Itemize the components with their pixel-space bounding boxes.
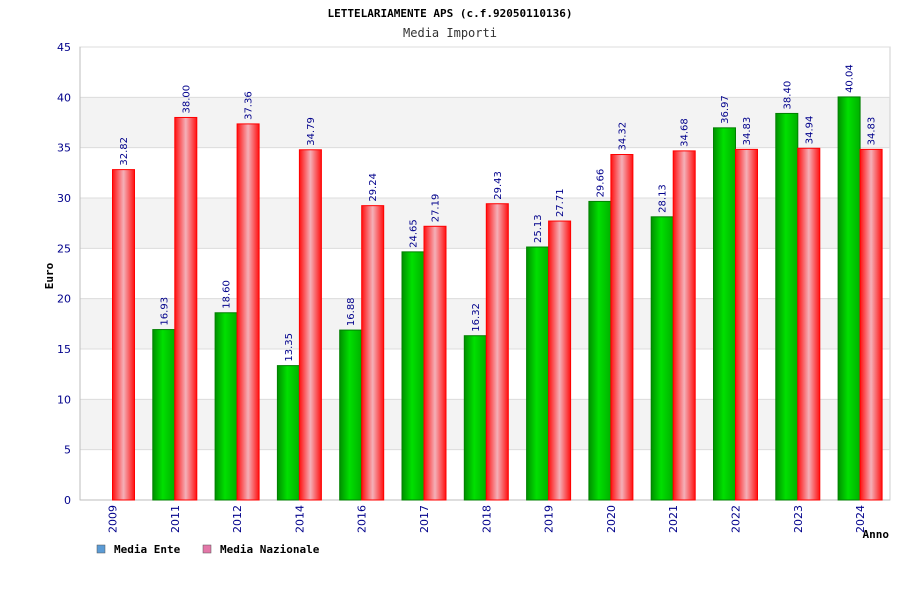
chart-title: LETTELARIAMENTE APS (c.f.92050110136): [327, 7, 572, 20]
x-axis-ticks: 2009 2011 2012 2014 2016 2017 2018 2019 2020 2021…: [107, 505, 868, 533]
bar-value-label: 34.32: [617, 122, 628, 151]
bar-media-ente: [214, 312, 238, 501]
y-axis-ticks: 0 5 10 15 20 25 30 35 40 45: [57, 41, 71, 507]
y-tick-label: 10: [57, 393, 71, 406]
bar-value-label: 40.04: [845, 64, 856, 93]
bar-media-ente: [588, 200, 612, 501]
bar-value-label: 27.71: [555, 188, 566, 217]
y-tick-label: 40: [57, 91, 71, 104]
y-tick-label: 0: [64, 494, 71, 507]
bar-media-ente: [775, 112, 799, 501]
bar-value-label: 34.83: [742, 117, 753, 146]
bar-value-label: 34.79: [306, 117, 317, 146]
legend-swatch-media-nazionale: [202, 544, 212, 554]
y-tick-label: 25: [57, 242, 71, 255]
bar-value-label: 29.66: [595, 169, 606, 198]
bar-value-label: 38.00: [181, 85, 192, 114]
bar-value-label: 27.19: [431, 194, 442, 223]
grid-band: [80, 97, 890, 148]
bar-media-nazionale: [485, 203, 509, 501]
legend-label-media-ente: Media Ente: [114, 543, 181, 556]
bars-group: [112, 96, 883, 501]
y-tick-label: 15: [57, 343, 71, 356]
bar-value-label: 36.97: [720, 95, 731, 124]
bar-media-ente: [650, 216, 674, 501]
x-tick-label: 2021: [667, 505, 680, 533]
bar-value-label: 16.88: [346, 297, 357, 326]
bar-media-ente: [463, 335, 487, 501]
bar-value-label: 38.40: [782, 81, 793, 110]
bar-media-ente: [837, 96, 861, 501]
bar-value-label: 16.32: [471, 303, 482, 332]
value-labels: 32.82 16.93 38.00 18.60 37.36 13.35 34.79 16.88…: [119, 64, 878, 361]
legend-label-media-nazionale: Media Nazionale: [220, 543, 320, 556]
bar-media-nazionale: [174, 116, 198, 501]
bar-media-ente: [526, 246, 550, 501]
bar-media-nazionale: [797, 147, 821, 501]
bar-value-label: 32.82: [119, 137, 130, 166]
x-axis-label: Anno: [863, 528, 890, 541]
y-tick-label: 20: [57, 293, 71, 306]
x-tick-label: 2016: [356, 505, 369, 533]
x-tick-label: 2023: [792, 505, 805, 533]
bar-value-label: 13.35: [284, 333, 295, 362]
bar-value-label: 28.13: [658, 184, 669, 213]
y-tick-label: 45: [57, 41, 71, 54]
bar-value-label: 34.68: [680, 118, 691, 147]
x-tick-label: 2011: [169, 505, 182, 533]
bar-media-ente: [339, 329, 363, 501]
bar-value-label: 34.83: [867, 117, 878, 146]
bar-value-label: 25.13: [533, 214, 544, 243]
bar-media-nazionale: [423, 225, 447, 501]
bar-value-label: 29.24: [368, 173, 379, 202]
bar-media-nazionale: [859, 148, 883, 501]
legend-swatch-media-ente: [96, 544, 106, 554]
bar-media-nazionale: [236, 123, 260, 501]
legend: Media Ente Media Nazionale: [96, 543, 320, 556]
bar-value-label: 34.94: [804, 116, 815, 145]
bar-media-nazionale: [610, 154, 634, 501]
bar-value-label: 18.60: [222, 280, 233, 309]
x-tick-label: 2019: [543, 505, 556, 533]
x-tick-label: 2017: [418, 505, 431, 533]
x-tick-label: 2020: [605, 505, 618, 533]
x-tick-label: 2014: [293, 505, 306, 533]
bar-media-nazionale: [672, 150, 696, 501]
bar-media-ente: [276, 365, 300, 501]
y-axis-label: Euro: [43, 262, 56, 289]
bar-value-label: 24.65: [409, 219, 420, 248]
x-tick-label: 2012: [231, 505, 244, 533]
bar-value-label: 29.43: [493, 171, 504, 200]
bar-media-nazionale: [361, 205, 385, 501]
chart-subtitle: Media Importi: [403, 26, 497, 40]
x-tick-label: 2022: [730, 505, 743, 533]
y-tick-label: 30: [57, 192, 71, 205]
x-tick-label: 2018: [480, 505, 493, 533]
y-tick-label: 35: [57, 142, 71, 155]
bar-media-nazionale: [548, 220, 572, 501]
bar-value-label: 37.36: [244, 91, 255, 120]
bar-media-ente: [401, 251, 425, 501]
bar-value-label: 16.93: [159, 297, 170, 326]
bar-media-nazionale: [298, 149, 322, 501]
bar-media-nazionale: [112, 169, 135, 501]
bar-media-nazionale: [735, 148, 758, 501]
y-tick-label: 5: [64, 444, 71, 457]
bar-media-ente: [713, 127, 736, 501]
bar-media-ente: [152, 329, 176, 501]
x-tick-label: 2009: [107, 505, 120, 533]
grid-band: [80, 198, 890, 249]
x-tick-label: 2024: [854, 505, 867, 533]
